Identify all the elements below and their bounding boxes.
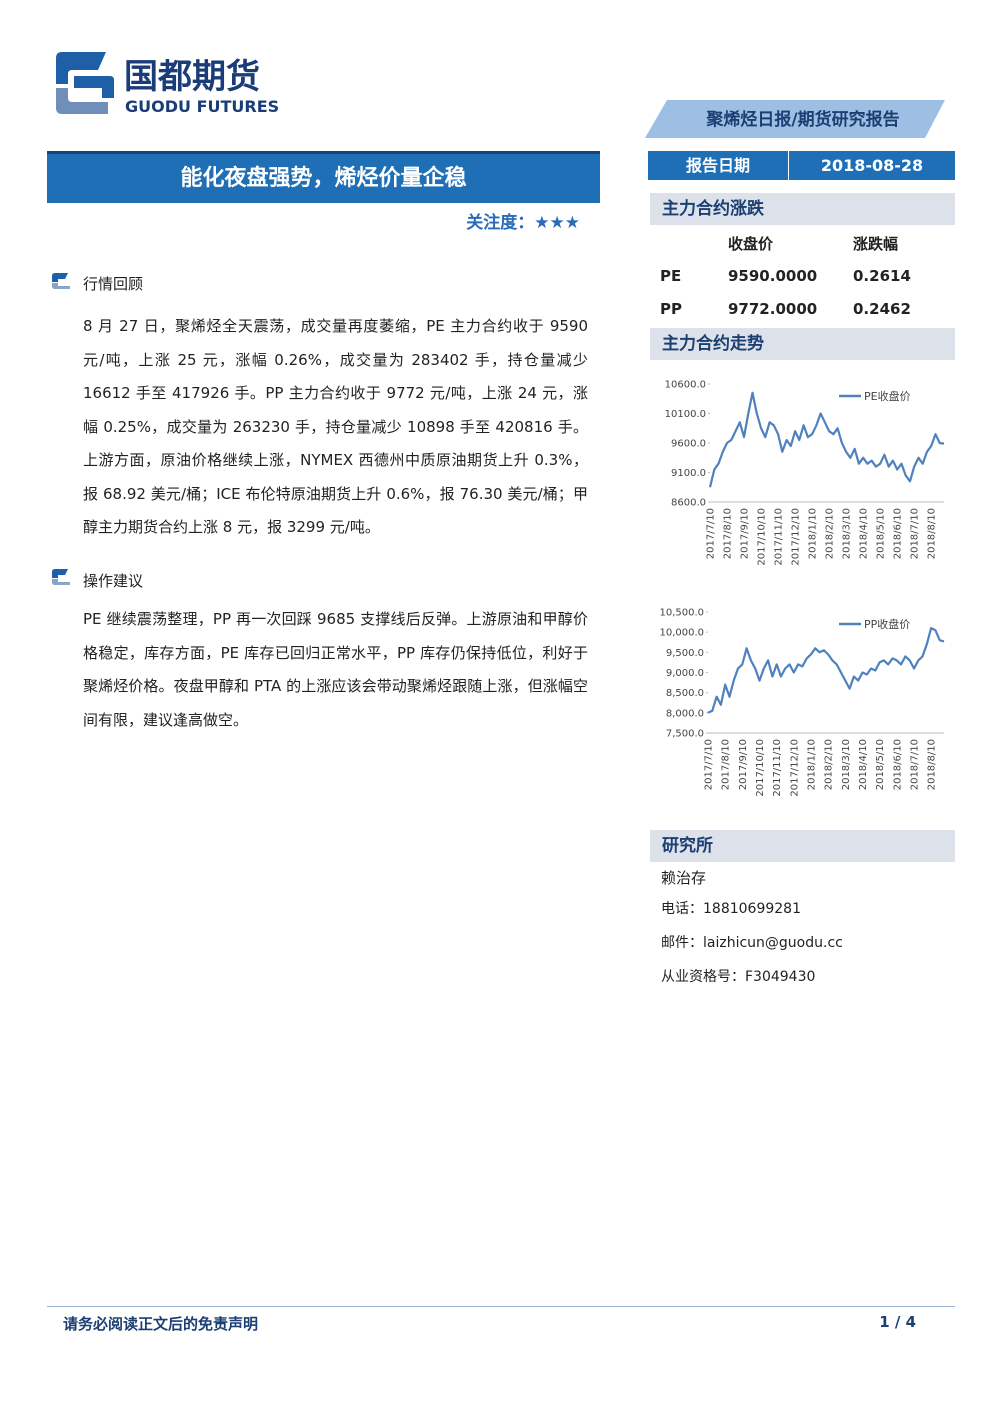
x-tick-label: 2017/8/10 — [723, 508, 734, 559]
trend-heading: 主力合约走势 — [650, 328, 955, 360]
legend-label: PE收盘价 — [864, 389, 911, 403]
close-price: 9772.0000 — [728, 300, 818, 318]
page-number: 1 / 4 — [879, 1313, 916, 1331]
footer-rule — [47, 1306, 955, 1307]
section-body: 8 月 27 日，聚烯烃全天震荡，成交量再度萎缩，PE 主力合约收于 9590 … — [83, 310, 588, 545]
x-tick-label: 2017/11/10 — [772, 739, 783, 797]
legend-label: PP收盘价 — [864, 617, 910, 631]
x-tick-label: 2017/7/10 — [704, 739, 715, 790]
x-tick-label: 2018/7/10 — [910, 508, 921, 559]
disclaimer: 请务必阅读正文后的免责声明 — [63, 1315, 259, 1333]
y-tick-label: 9,000.0 — [666, 668, 704, 679]
y-tick-label: 9,500.0 — [666, 648, 704, 659]
x-tick-label: 2018/3/10 — [841, 739, 852, 790]
logo-cn: 国都期货 — [124, 57, 260, 97]
logo: 国都期货 GUODU FUTURES — [56, 52, 279, 116]
x-tick-label: 2017/8/10 — [721, 739, 732, 790]
paragraph: 8 月 27 日，聚烯烃全天震荡，成交量再度萎缩，PE 主力合约收于 9590 … — [83, 317, 588, 536]
phone: 电话：18810699281 — [661, 901, 801, 917]
date-divider — [788, 151, 789, 180]
row-name: PE — [660, 267, 682, 285]
report-type-banner: 聚烯烃日报/期货研究报告 — [645, 100, 945, 138]
x-tick-label: 2018/1/10 — [808, 508, 819, 559]
row-name: PP — [660, 300, 682, 318]
x-tick-label: 2017/9/10 — [738, 739, 749, 790]
y-tick-label: 9600.0 — [671, 439, 706, 450]
y-tick-label: 10100.0 — [665, 409, 706, 420]
x-tick-label: 2018/2/10 — [824, 739, 835, 790]
x-tick-label: 2018/4/10 — [858, 739, 869, 790]
x-tick-label: 2018/8/10 — [927, 739, 938, 790]
analyst-name: 赖治存 — [661, 869, 707, 887]
close-price: 9590.0000 — [728, 267, 818, 285]
date-label: 报告日期 — [685, 156, 750, 175]
y-tick-label: 8,000.0 — [666, 708, 704, 719]
change-pct: 0.2462 — [853, 300, 911, 318]
x-tick-label: 2017/12/10 — [789, 739, 800, 797]
x-tick-label: 2017/10/10 — [755, 739, 766, 797]
paragraph: PE 继续震荡整理，PP 再一次回踩 9685 支撑线后反弹。上游原油和甲醇价格… — [83, 610, 588, 729]
x-tick-label: 2017/10/10 — [757, 508, 768, 566]
y-tick-label: 7,500.0 — [666, 729, 704, 740]
y-tick-label: 9100.0 — [671, 468, 706, 479]
x-tick-label: 2018/5/10 — [875, 739, 886, 790]
x-tick-label: 2017/9/10 — [740, 508, 751, 559]
research-heading: 研究所 — [650, 830, 955, 862]
logo-en: GUODU FUTURES — [125, 97, 279, 116]
y-tick-label: 8600.0 — [671, 498, 706, 509]
column-header: 涨跌幅 — [853, 235, 899, 253]
report-type: 聚烯烃日报/期货研究报告 — [705, 109, 899, 130]
bullet-icon — [52, 273, 70, 289]
x-tick-label: 2018/3/10 — [842, 508, 853, 559]
x-tick-label: 2018/1/10 — [806, 739, 817, 790]
x-tick-label: 2018/5/10 — [876, 508, 887, 559]
date-bar — [648, 151, 955, 180]
pe-chart: 8600.0 9100.0 9600.0 10100.0 10600.0 2017/7/1… — [665, 380, 945, 566]
x-tick-label: 2018/6/10 — [892, 739, 903, 790]
x-tick-label: 2018/8/10 — [927, 508, 938, 559]
section-heading: 行情回顾 — [83, 275, 144, 293]
contracts-heading: 主力合约涨跌 — [650, 193, 955, 225]
x-tick-label: 2018/2/10 — [825, 508, 836, 559]
x-tick-label: 2017/11/10 — [774, 508, 785, 566]
report-title: 能化夜盘强势，烯烃价量企稳 — [47, 154, 600, 203]
x-tick-label: 2018/7/10 — [909, 739, 920, 790]
y-tick-label: 10600.0 — [665, 380, 706, 391]
pp-chart: 7,500.0 8,000.0 8,500.0 9,000.0 9,500.0 10,00… — [659, 608, 945, 797]
series-line — [707, 627, 945, 714]
y-tick-label: 10,500.0 — [659, 608, 704, 619]
attention: 关注度：★★★ — [466, 213, 580, 233]
column-header: 收盘价 — [728, 235, 774, 253]
x-tick-label: 2017/12/10 — [791, 508, 802, 566]
series-line — [708, 391, 945, 488]
license: 从业资格号：F3049430 — [661, 969, 816, 985]
change-pct: 0.2614 — [853, 267, 911, 285]
section-heading: 操作建议 — [83, 572, 144, 590]
y-tick-label: 10,000.0 — [659, 628, 704, 639]
x-tick-label: 2018/6/10 — [893, 508, 904, 559]
x-tick-label: 2018/4/10 — [859, 508, 870, 559]
y-tick-label: 8,500.0 — [666, 688, 704, 699]
section-body: PE 继续震荡整理，PP 再一次回踩 9685 支撑线后反弹。上游原油和甲醇价格… — [83, 603, 588, 737]
email: 邮件：laizhicun@guodu.cc — [661, 935, 843, 951]
bullet-icon — [52, 569, 70, 585]
date-value: 2018-08-28 — [820, 156, 924, 175]
x-tick-label: 2017/7/10 — [706, 508, 717, 559]
title-rule — [47, 151, 600, 154]
